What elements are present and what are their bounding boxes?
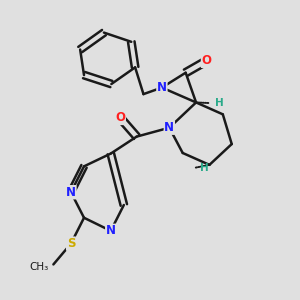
Text: N: N	[157, 81, 167, 94]
Text: N: N	[106, 224, 116, 237]
Text: O: O	[202, 54, 212, 67]
Text: H: H	[200, 163, 209, 173]
Text: H: H	[215, 98, 224, 108]
Text: O: O	[115, 111, 125, 124]
Text: CH₃: CH₃	[30, 262, 49, 272]
Text: N: N	[164, 121, 174, 134]
Text: S: S	[67, 237, 75, 250]
Text: N: N	[66, 186, 76, 199]
